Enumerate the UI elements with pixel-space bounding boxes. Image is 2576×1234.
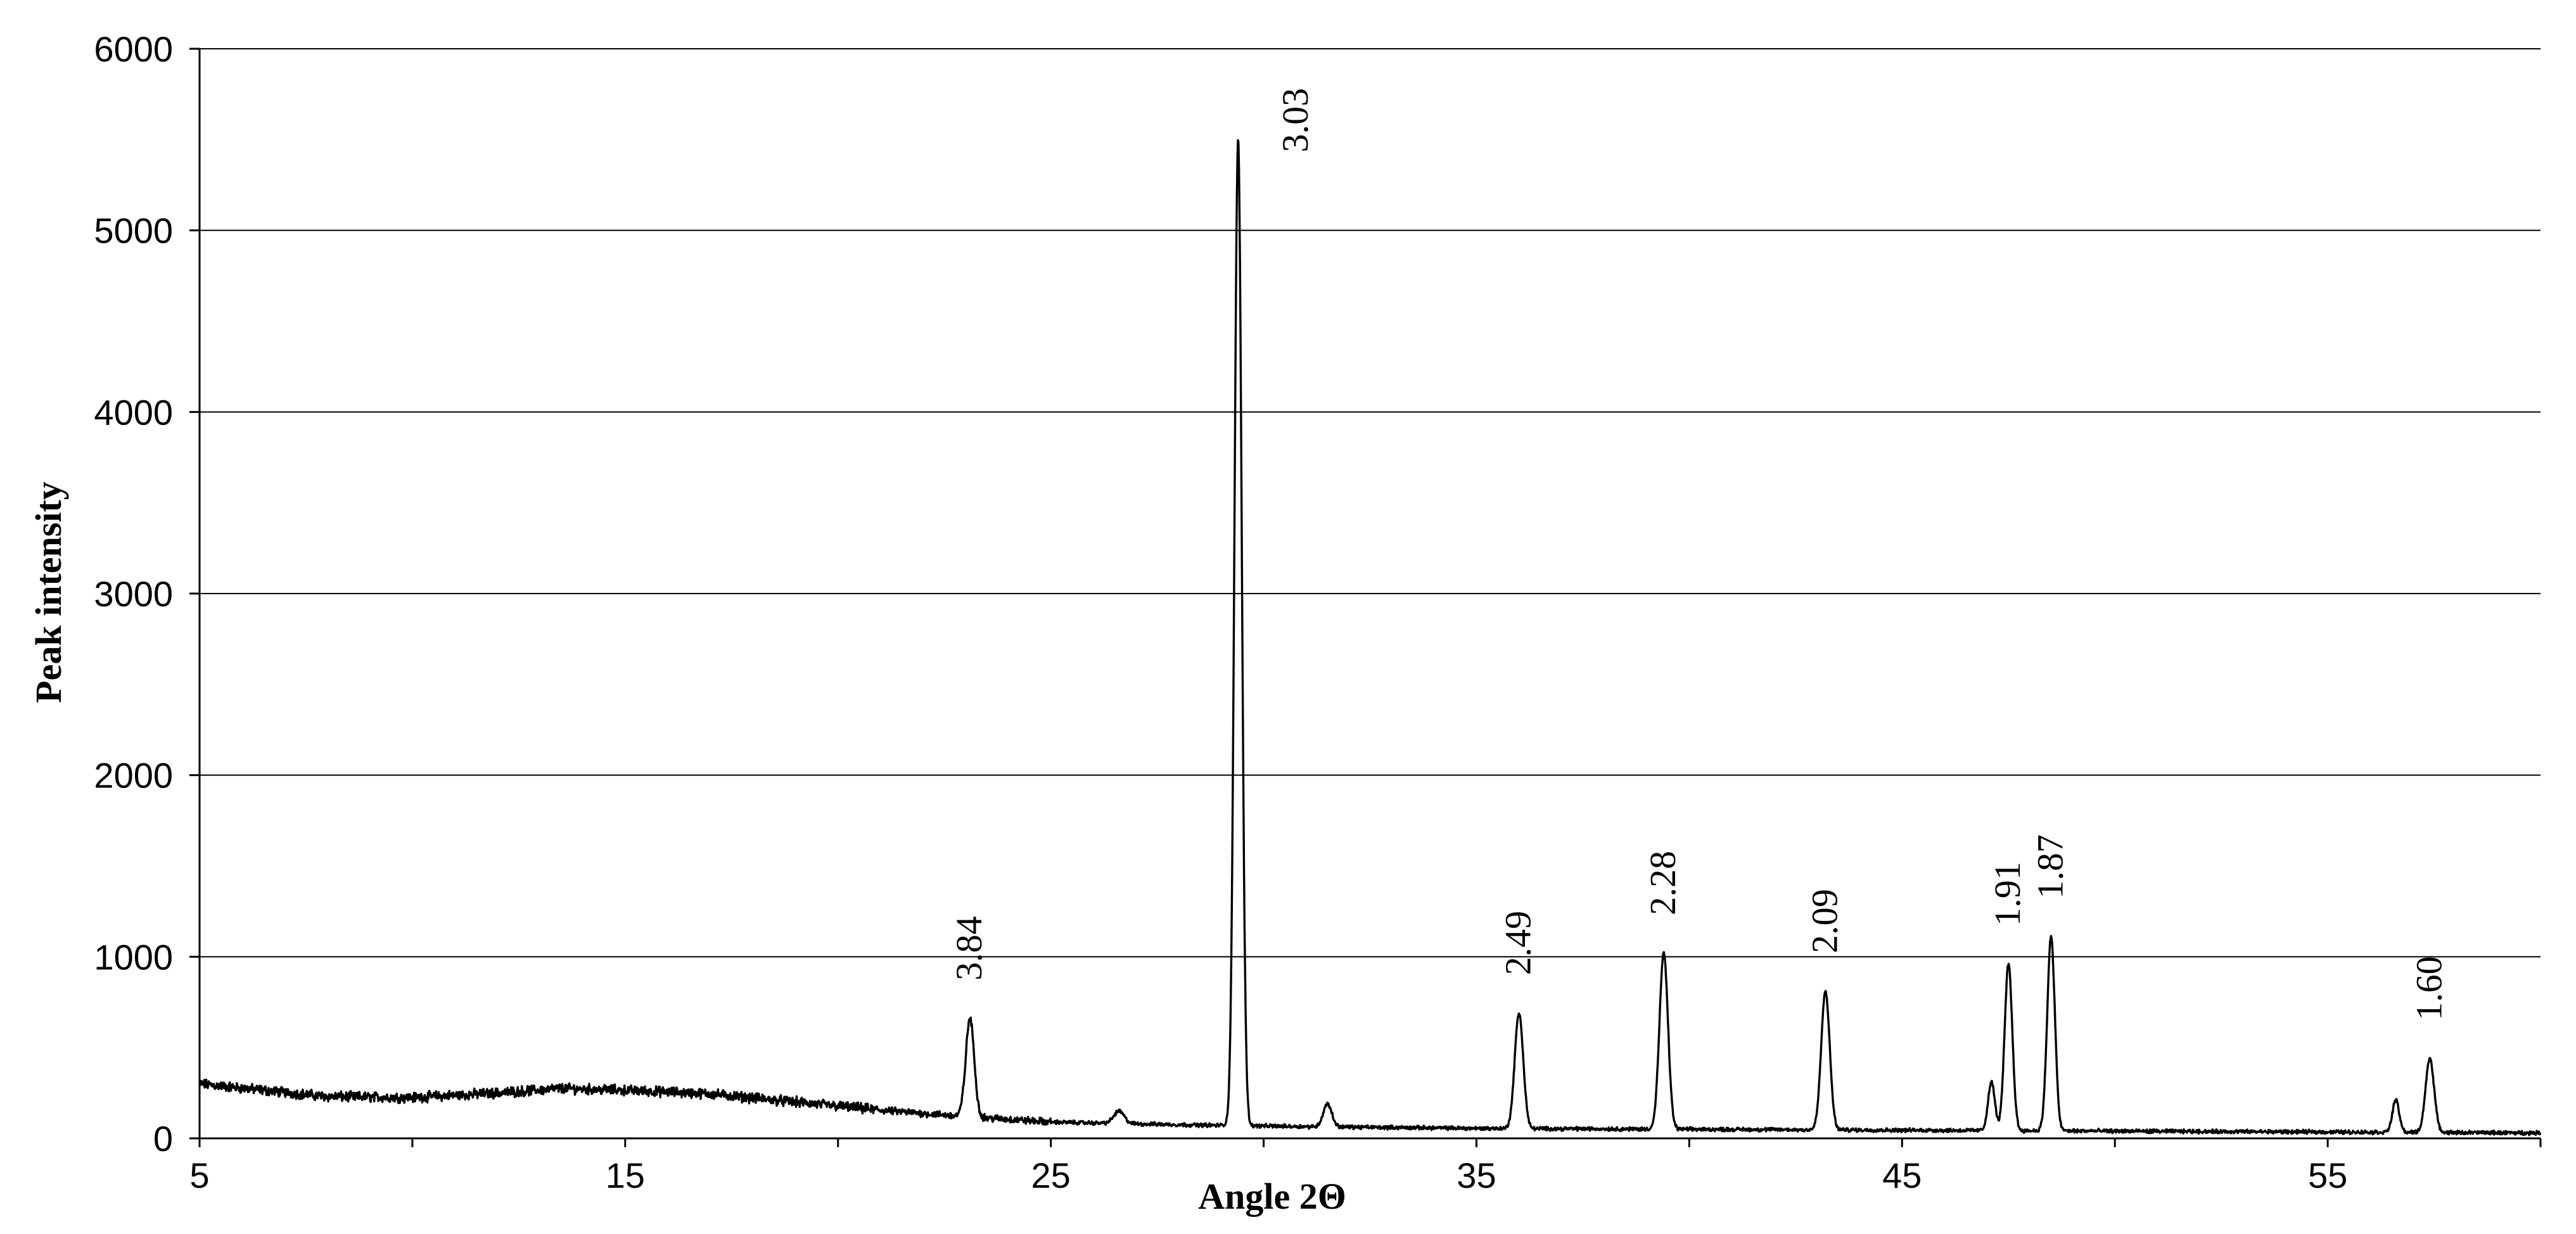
peak-label: 3.03 — [1275, 88, 1316, 153]
x-tick-label: 25 — [1031, 1155, 1070, 1195]
peak-label: 2.49 — [1498, 911, 1539, 976]
x-tick-label: 55 — [2308, 1155, 2347, 1195]
x-tick-label: 45 — [1882, 1155, 1922, 1195]
y-tick-label: 4000 — [94, 392, 173, 432]
y-tick-label: 1000 — [94, 937, 173, 977]
axes — [189, 49, 2541, 1147]
peak-label: 2.28 — [1642, 851, 1683, 915]
peak-label: 1.87 — [2029, 834, 2070, 899]
y-tick-labels: 0 1000 2000 3000 4000 5000 6000 — [94, 29, 173, 1159]
x-tick-label: 35 — [1457, 1155, 1496, 1195]
gridlines — [189, 48, 2541, 1140]
x-axis-title: Angle 2Θ — [1198, 1176, 1346, 1217]
series-line — [198, 139, 2542, 1136]
x-tick-label: 15 — [606, 1155, 645, 1195]
peak-label: 1.91 — [1987, 862, 2028, 926]
y-axis-title: Peak intensity — [28, 481, 69, 703]
xrd-pattern-line — [198, 139, 2542, 1136]
x-tick-labels: 5 15 25 35 45 55 — [189, 1138, 2542, 1195]
peak-label: 1.60 — [2408, 956, 2449, 1021]
y-tick-label: 6000 — [94, 29, 173, 69]
y-tick-label: 3000 — [94, 574, 173, 614]
y-tick-label: 2000 — [94, 756, 173, 796]
peak-labels: 3.84 3.03 2.49 2.28 2.09 1.91 1.87 1.60 — [948, 88, 2449, 1021]
x-tick-label: 5 — [189, 1155, 209, 1195]
y-tick-label: 5000 — [94, 211, 173, 251]
peak-label: 2.09 — [1804, 889, 1845, 953]
peak-label: 3.84 — [948, 916, 990, 981]
y-tick-label: 0 — [153, 1119, 173, 1159]
